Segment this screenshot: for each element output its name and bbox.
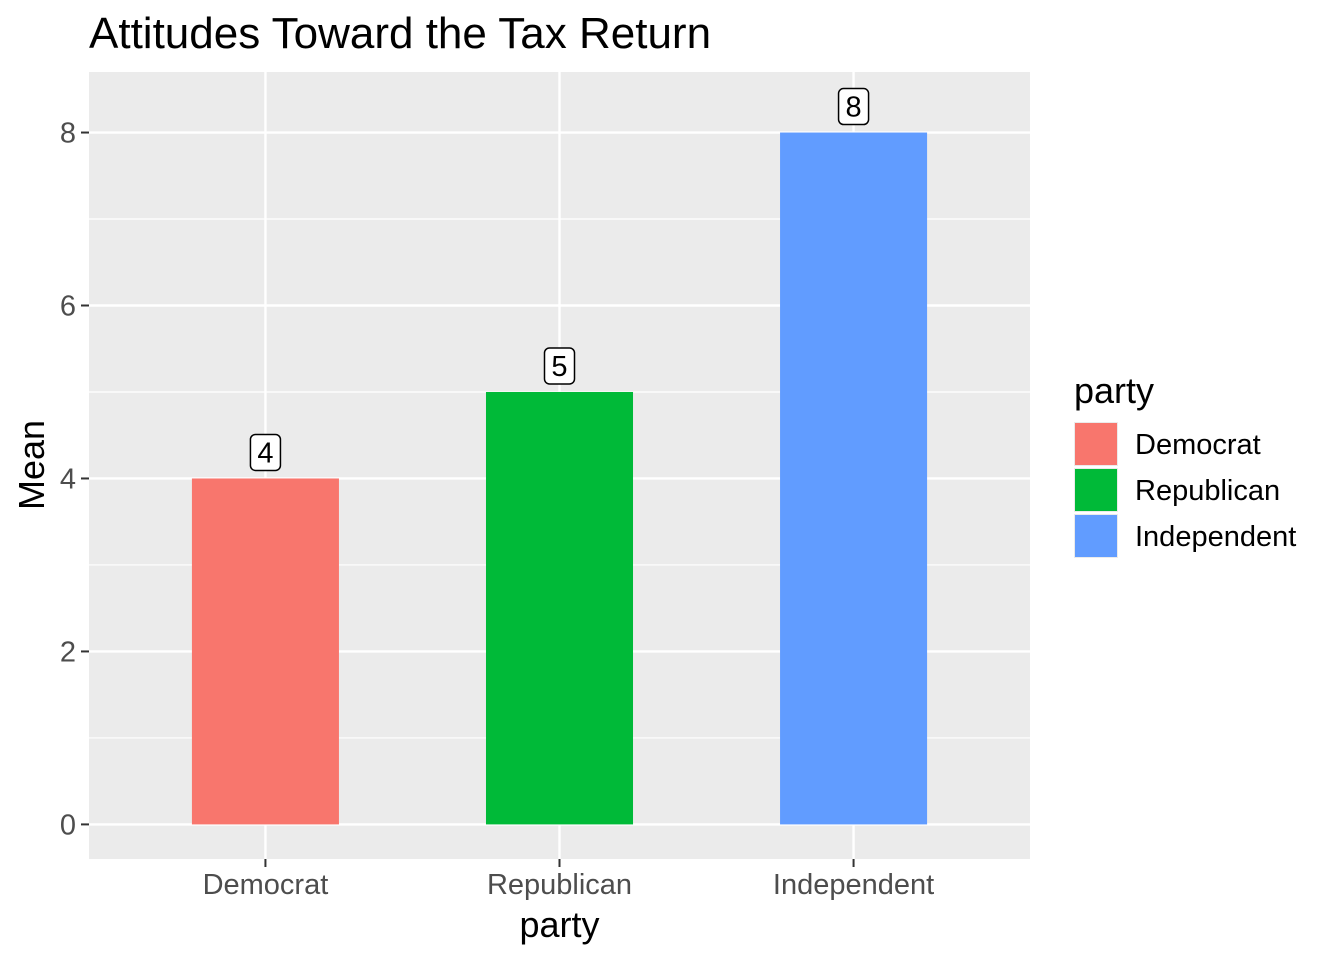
legend-key — [1075, 469, 1117, 511]
y-tick-label: 0 — [60, 809, 76, 841]
data-label: 8 — [845, 92, 861, 124]
x-tick-label: Republican — [487, 869, 632, 901]
data-label-box — [837, 87, 870, 126]
y-tick-label: 8 — [60, 118, 76, 150]
data-label: 5 — [551, 351, 567, 383]
legend-label: Democrat — [1135, 429, 1261, 461]
legend-label: Independent — [1135, 521, 1296, 553]
data-label: 4 — [257, 437, 273, 469]
x-tick-label: Democrat — [203, 869, 329, 901]
data-label-box — [543, 347, 576, 385]
y-tick-label: 2 — [60, 636, 76, 668]
legend-title: party — [1074, 370, 1154, 411]
x-tick-label: Independent — [773, 869, 934, 901]
y-tick-label: 6 — [60, 291, 76, 323]
bars — [191, 132, 928, 825]
legend: party Democrat Republican Independent — [1074, 370, 1296, 558]
bar — [780, 132, 928, 825]
legend-entries: Democrat Republican Independent — [1074, 422, 1296, 558]
bar — [191, 478, 339, 825]
legend-key — [1075, 423, 1117, 465]
y-axis-title: Mean — [11, 420, 52, 510]
bar — [485, 391, 634, 825]
data-label-box — [249, 433, 282, 472]
x-axis: Democrat Republican Independent — [203, 859, 934, 901]
x-axis-title: party — [519, 904, 599, 945]
chart-title: Attitudes Toward the Tax Return — [89, 9, 711, 58]
data-labels: 4 5 8 — [249, 87, 870, 472]
y-axis: 0 2 4 6 8 — [60, 118, 89, 841]
legend-key — [1075, 515, 1117, 557]
legend-label: Republican — [1135, 475, 1280, 507]
y-tick-label: 4 — [60, 463, 76, 495]
